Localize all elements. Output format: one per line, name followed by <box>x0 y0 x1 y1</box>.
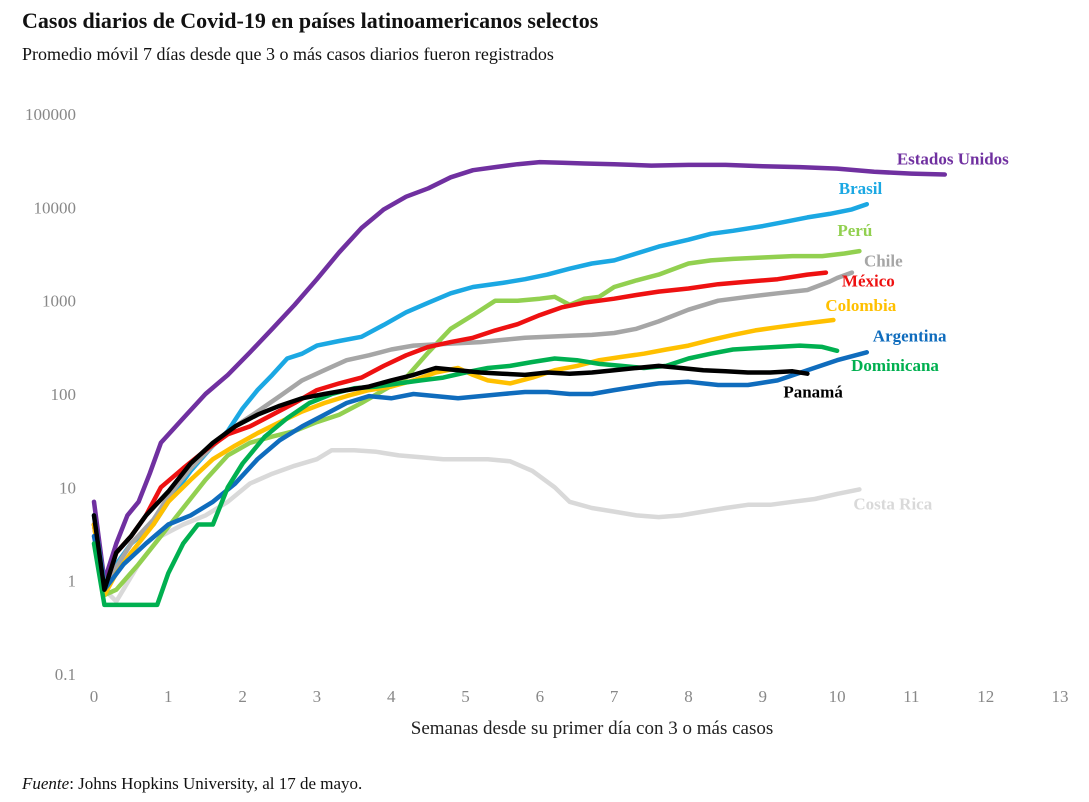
series-line <box>91 350 870 592</box>
y-axis-ticks: 100000 10000 1000 100 10 1 0.1 <box>25 105 76 684</box>
source-text: : Johns Hopkins University, al 17 de may… <box>69 774 363 793</box>
source-note: Fuente: Johns Hopkins University, al 17 … <box>22 774 362 794</box>
series-labels: Costa Rica Estados Unidos Brasil Perú ChileM… <box>783 149 1009 513</box>
series-label: Panamá <box>783 383 843 402</box>
series-label: Perú <box>837 221 872 240</box>
x-tick-label: 12 <box>977 687 994 706</box>
x-axis-label: Semanas desde su primer día con 3 o más … <box>411 718 774 739</box>
x-tick-label: 2 <box>238 687 247 706</box>
series-label: Chile <box>864 252 903 271</box>
y-tick-label: 100000 <box>25 105 76 124</box>
series-line <box>91 343 840 608</box>
x-tick-label: 6 <box>536 687 545 706</box>
series-line <box>91 363 810 592</box>
series-line <box>91 248 862 598</box>
x-axis-ticks: 0 1 2 3 4 5 6 7 8 9 10 11 12 13 <box>90 687 1069 706</box>
x-tick-label: 9 <box>759 687 768 706</box>
y-tick-label: 10000 <box>34 198 77 217</box>
series-line <box>91 270 855 592</box>
y-tick-label: 100 <box>51 385 77 404</box>
series-label: Argentina <box>873 326 947 345</box>
x-tick-label: 3 <box>313 687 322 706</box>
x-tick-label: 10 <box>829 687 846 706</box>
chart-title: Casos diarios de Covid-19 en países lati… <box>22 8 599 33</box>
x-tick-label: 5 <box>461 687 470 706</box>
series-label: Estados Unidos <box>897 149 1009 168</box>
x-tick-label: 11 <box>903 687 919 706</box>
source-label: Fuente <box>22 774 70 793</box>
series-label: México <box>842 272 895 291</box>
x-tick-label: 13 <box>1052 687 1069 706</box>
series-label: Brasil <box>839 179 883 198</box>
x-tick-label: 0 <box>90 687 99 706</box>
series-lines <box>91 159 948 608</box>
x-tick-label: 1 <box>164 687 173 706</box>
series-line <box>91 270 829 592</box>
series-label: Costa Rica <box>853 494 932 513</box>
series-line <box>91 447 862 604</box>
series-label: Colombia <box>825 296 896 315</box>
x-tick-label: 7 <box>610 687 619 706</box>
series-line <box>91 159 948 583</box>
y-tick-label: 10 <box>59 478 76 497</box>
chart-subtitle: Promedio móvil 7 días desde que 3 o más … <box>22 44 554 64</box>
y-tick-label: 1000 <box>42 292 76 311</box>
x-tick-label: 8 <box>684 687 693 706</box>
y-tick-label: 0.1 <box>55 665 76 684</box>
series-label: Dominicana <box>851 356 939 375</box>
y-tick-label: 1 <box>68 572 77 591</box>
x-tick-label: 4 <box>387 687 396 706</box>
